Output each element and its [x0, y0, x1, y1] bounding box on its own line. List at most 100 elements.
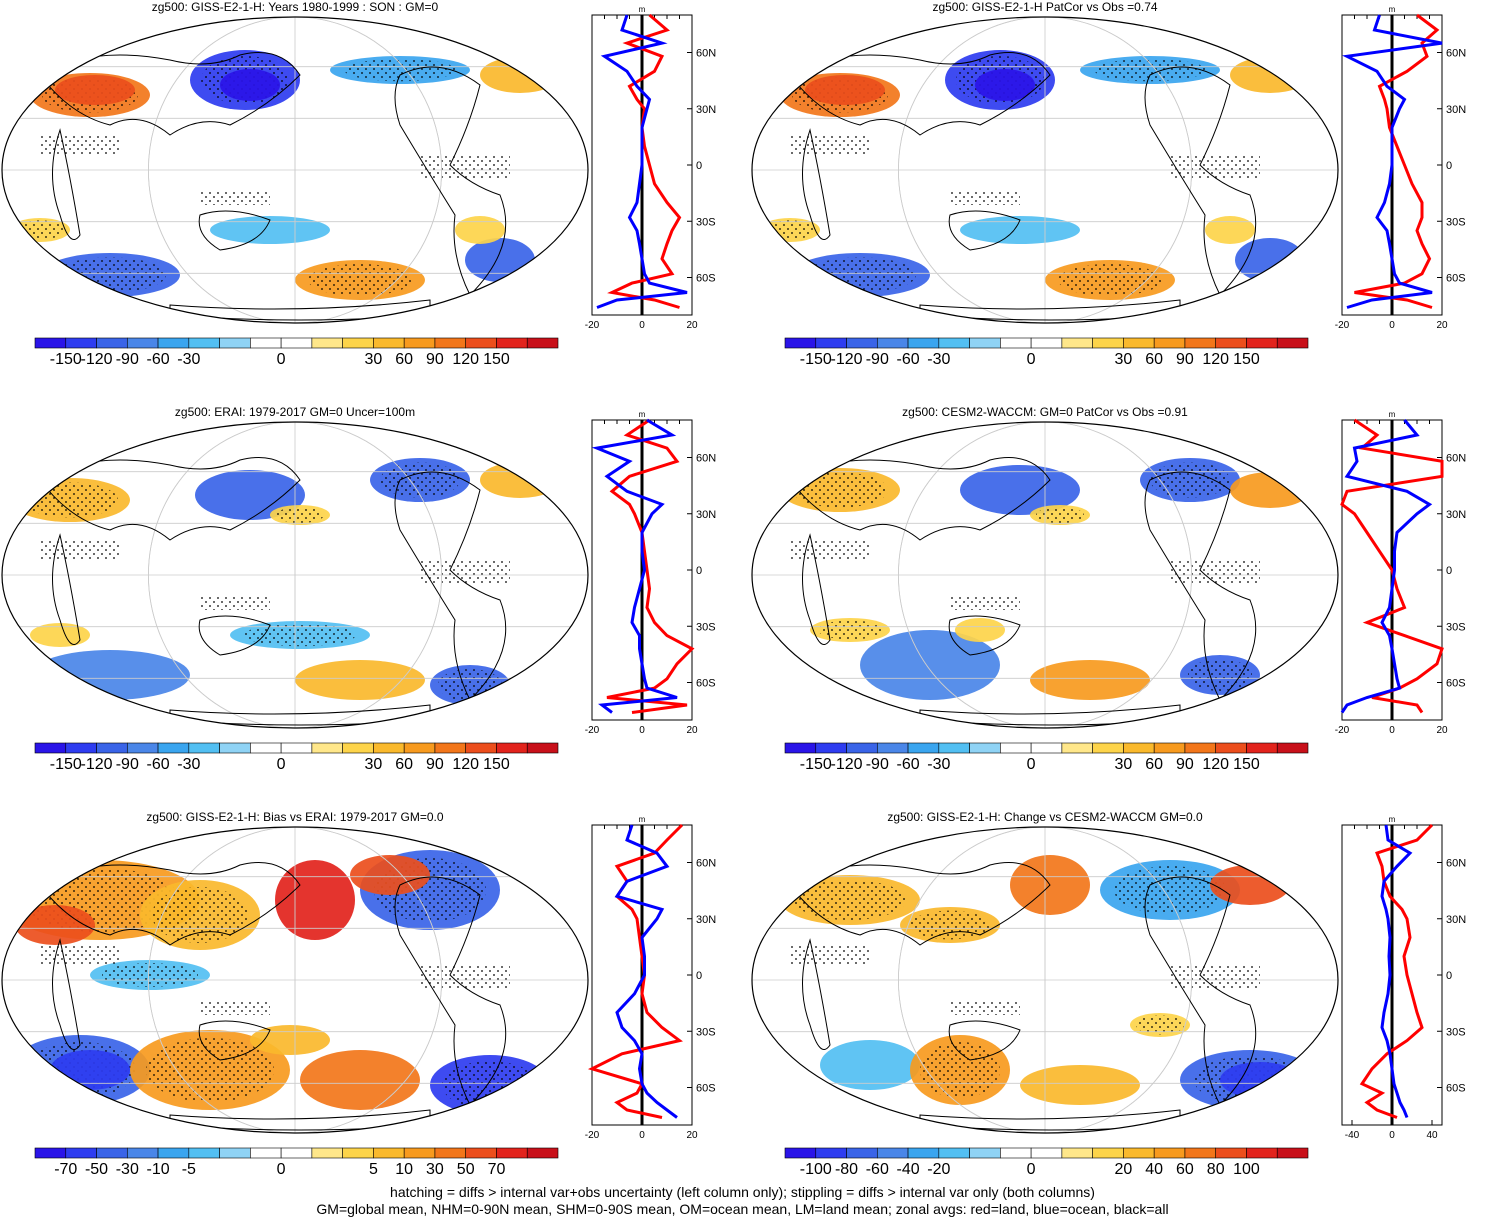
zonal-line-land	[1355, 15, 1438, 308]
colorbar-swatch	[158, 743, 189, 753]
stippling	[1114, 866, 1226, 914]
colorbar-tick-label: 30	[426, 1161, 444, 1178]
colorbar-swatch	[343, 338, 374, 348]
colorbar-swatch	[1031, 743, 1062, 753]
colorbar-swatch	[496, 338, 527, 348]
colorbar-tick-label: 60	[395, 756, 413, 773]
stippling	[200, 595, 270, 610]
colorbar-tick-label: -20	[927, 1161, 950, 1178]
colorbar-swatch	[1062, 743, 1093, 753]
colorbar-swatch	[1246, 743, 1277, 753]
colorbar-tick-label: 50	[457, 1161, 475, 1178]
panel-title: zg500: GISS-E2-1-H: Years 1980-1999 : SO…	[0, 0, 590, 14]
colorbar-swatch	[66, 743, 97, 753]
colorbar-tick-label: 0	[1027, 1161, 1036, 1178]
stippling	[200, 1000, 270, 1015]
colorbar-tick-label: -70	[54, 1161, 77, 1178]
map	[750, 15, 1340, 325]
colorbar-tick-label: 0	[277, 1161, 286, 1178]
anomaly-region	[50, 1050, 130, 1090]
colorbar-tick-label: -60	[146, 756, 169, 773]
colorbar-swatch	[312, 338, 343, 348]
stippling	[1036, 507, 1084, 523]
colorbar-swatch	[1123, 338, 1154, 348]
stippling	[380, 462, 460, 497]
colorbar-swatch	[527, 743, 558, 753]
stippling	[950, 190, 1020, 205]
zonal-ytick-label: 30N	[696, 914, 716, 926]
colorbar-tick-label: 60	[1145, 351, 1163, 368]
colorbar-tick-label: 20	[1115, 1161, 1133, 1178]
zonal-xtick-label: 40	[1426, 1130, 1438, 1141]
colorbar-tick-label: -90	[866, 351, 889, 368]
colorbar-swatch	[1093, 1148, 1124, 1158]
colorbar-swatch	[939, 1148, 970, 1158]
colorbar-tick-label: 30	[1115, 351, 1133, 368]
colorbar-swatch	[1216, 743, 1247, 753]
stippling	[244, 624, 356, 646]
map-panel: zg500: CESM2-WACCM: GM=0 PatCor vs Obs =…	[750, 405, 1485, 785]
colorbar-swatch	[1216, 1148, 1247, 1158]
zonal-ytick-label: 60S	[1446, 273, 1466, 285]
stippling	[792, 472, 888, 507]
stippling	[16, 220, 64, 239]
colorbar-tick-label: 0	[1027, 351, 1036, 368]
colorbar-swatch	[220, 1148, 251, 1158]
colorbar-swatch	[127, 338, 158, 348]
map	[0, 15, 590, 325]
colorbar-swatch	[373, 338, 404, 348]
map	[750, 825, 1340, 1135]
colorbar-swatch	[127, 1148, 158, 1158]
colorbar-tick-label: 30	[365, 756, 383, 773]
zonal-ytick-label: 30S	[1446, 1026, 1466, 1038]
colorbar-swatch	[97, 743, 128, 753]
colorbar-swatch	[1062, 1148, 1093, 1158]
colorbar-swatch	[816, 338, 847, 348]
colorbar-swatch	[527, 338, 558, 348]
colorbar-swatch	[1277, 1148, 1308, 1158]
colorbar-swatch	[220, 338, 251, 348]
zonal-units: m	[639, 815, 646, 824]
colorbar-swatch	[908, 338, 939, 348]
colorbar-tick-label: -150	[800, 756, 832, 773]
colorbar-tick-label: 5	[369, 1161, 378, 1178]
colorbar-swatch	[466, 1148, 497, 1158]
zonal-xtick-label: 20	[1436, 320, 1448, 331]
zonal-line-land	[1362, 825, 1432, 1118]
colorbar-tick-label: -90	[116, 756, 139, 773]
colorbar-tick-label: 70	[488, 1161, 506, 1178]
stippling	[146, 1038, 274, 1102]
zonal-xtick-label: 20	[1436, 725, 1448, 736]
colorbar-swatch	[939, 338, 970, 348]
zonal-xtick-label: 0	[1389, 1130, 1395, 1141]
colorbar-tick-label: -10	[146, 1161, 169, 1178]
colorbar-tick-label: -60	[146, 351, 169, 368]
colorbar-tick-label: 100	[1233, 1161, 1260, 1178]
colorbar-swatch	[1277, 743, 1308, 753]
colorbar-swatch	[908, 1148, 939, 1158]
colorbar-tick-label: -30	[177, 756, 200, 773]
anomaly-region	[455, 216, 505, 244]
anomaly-region	[220, 69, 280, 101]
colorbar-tick-label: 90	[426, 756, 444, 773]
zonal-ytick-label: 60S	[696, 273, 716, 285]
panel-title: zg500: GISS-E2-1-H PatCor vs Obs =0.74	[750, 0, 1340, 14]
colorbar-tick-label: -30	[116, 1161, 139, 1178]
colorbar-swatch	[158, 1148, 189, 1158]
zonal-line-land	[592, 825, 682, 1118]
colorbar-swatch	[66, 1148, 97, 1158]
stippling	[54, 257, 166, 292]
zonal-ytick-label: 30N	[696, 509, 716, 521]
colorbar-tick-label: 150	[1233, 351, 1260, 368]
colorbar-tick-label: -30	[927, 756, 950, 773]
anomaly-region	[295, 660, 425, 700]
colorbar-swatch	[785, 743, 816, 753]
colorbar-swatch	[1185, 1148, 1216, 1158]
map-panel: zg500: GISS-E2-1-H: Bias vs ERAI: 1979-2…	[0, 810, 735, 1190]
map	[0, 420, 590, 730]
anomaly-region	[350, 855, 430, 895]
colorbar-tick-label: -60	[896, 351, 919, 368]
